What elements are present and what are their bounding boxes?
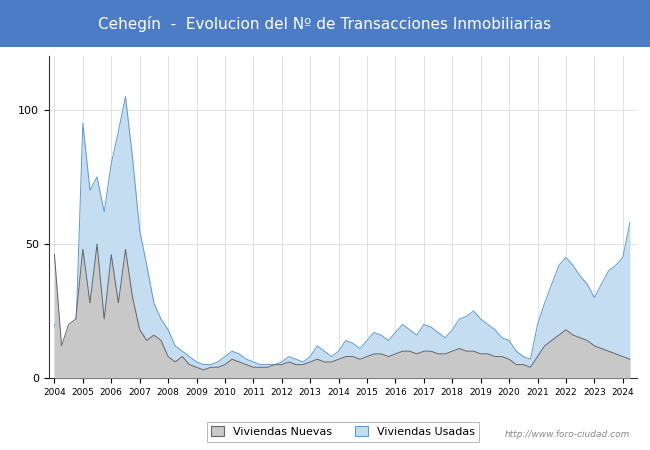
Text: Cehegín  -  Evolucion del Nº de Transacciones Inmobiliarias: Cehegín - Evolucion del Nº de Transaccio…: [98, 16, 552, 32]
Text: http://www.foro-ciudad.com: http://www.foro-ciudad.com: [505, 430, 630, 439]
Legend: Viviendas Nuevas, Viviendas Usadas: Viviendas Nuevas, Viviendas Usadas: [207, 422, 479, 441]
